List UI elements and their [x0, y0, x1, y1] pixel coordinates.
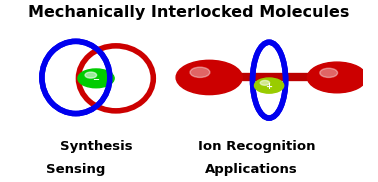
- Circle shape: [254, 78, 284, 93]
- Text: Applications: Applications: [205, 163, 298, 176]
- Circle shape: [85, 72, 97, 78]
- Text: Ion Recognition: Ion Recognition: [198, 140, 316, 153]
- Circle shape: [307, 62, 367, 93]
- Text: −: −: [93, 75, 99, 84]
- Circle shape: [190, 67, 210, 78]
- Circle shape: [78, 69, 114, 88]
- Text: Synthesis: Synthesis: [60, 140, 133, 153]
- Text: Sensing: Sensing: [46, 163, 105, 176]
- Circle shape: [320, 68, 338, 78]
- Circle shape: [176, 60, 242, 95]
- Text: Mechanically Interlocked Molecules: Mechanically Interlocked Molecules: [28, 5, 350, 20]
- Text: +: +: [266, 82, 273, 91]
- Circle shape: [260, 80, 270, 85]
